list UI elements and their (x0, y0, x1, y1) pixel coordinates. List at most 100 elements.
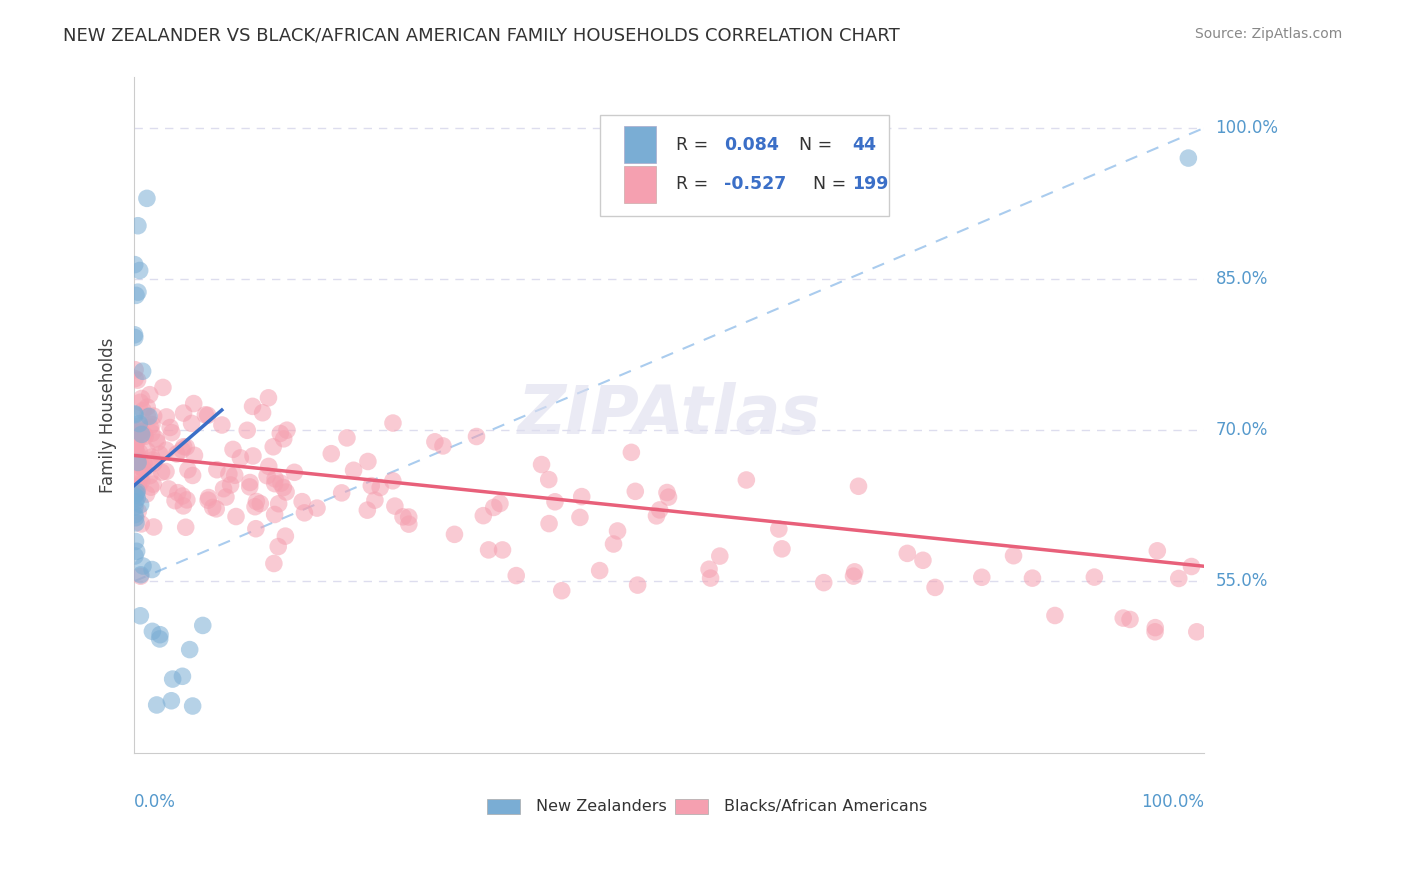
Point (124, 446, 146, 460)
Point (911, 553, 934, 567)
Point (245, 522, 267, 536)
Point (134, 457, 156, 471)
Text: 100.0%: 100.0% (1142, 793, 1205, 811)
Point (813, 575, 835, 590)
Point (626, 578, 648, 592)
Point (124, 408, 146, 422)
Point (276, 423, 298, 437)
Point (127, 423, 149, 437)
Point (211, 417, 233, 432)
Point (709, 549, 731, 563)
Point (124, 440, 146, 454)
Point (141, 450, 163, 464)
Point (173, 440, 195, 454)
Point (155, 409, 177, 424)
Point (138, 387, 160, 401)
Point (398, 517, 420, 532)
Point (305, 501, 328, 516)
Point (129, 498, 152, 512)
Point (138, 409, 160, 424)
Point (145, 432, 167, 446)
Point (129, 516, 152, 531)
Point (970, 570, 993, 584)
Point (166, 447, 188, 461)
Point (896, 546, 918, 560)
Text: New Zealanders: New Zealanders (536, 798, 666, 814)
Y-axis label: Family Households: Family Households (100, 337, 117, 492)
Text: 85.0%: 85.0% (1216, 270, 1268, 288)
Point (212, 482, 235, 496)
Point (1083, 570, 1105, 584)
Point (364, 493, 387, 508)
FancyBboxPatch shape (624, 166, 657, 203)
Point (249, 497, 271, 511)
Text: N =: N = (801, 176, 852, 194)
Point (465, 429, 488, 443)
Point (124, 549, 146, 563)
Point (273, 481, 295, 495)
Point (423, 434, 446, 449)
Point (125, 288, 148, 302)
Text: Blacks/African Americans: Blacks/African Americans (724, 798, 927, 814)
Point (127, 455, 149, 469)
Text: ZIPAtlas: ZIPAtlas (517, 382, 821, 448)
Point (645, 508, 668, 523)
Point (128, 417, 150, 431)
Text: Source: ZipAtlas.com: Source: ZipAtlas.com (1195, 27, 1343, 41)
Point (392, 509, 415, 524)
Point (267, 497, 290, 511)
Point (224, 468, 246, 483)
Point (1180, 559, 1202, 574)
Point (124, 489, 146, 503)
Point (197, 491, 219, 505)
Point (263, 508, 285, 522)
Point (162, 672, 184, 686)
Point (245, 494, 267, 508)
Point (225, 509, 247, 524)
Point (124, 407, 146, 421)
Point (443, 527, 465, 541)
Text: 44: 44 (852, 136, 876, 153)
Point (589, 564, 612, 578)
Point (124, 495, 146, 509)
Point (1112, 611, 1135, 625)
Point (336, 431, 359, 445)
Point (159, 420, 181, 434)
Point (384, 499, 406, 513)
Point (262, 440, 284, 454)
Point (342, 463, 364, 477)
Point (770, 541, 793, 556)
Point (170, 442, 193, 457)
Point (149, 632, 172, 646)
Point (242, 449, 264, 463)
Point (274, 485, 297, 500)
Point (150, 465, 173, 479)
Point (263, 557, 285, 571)
Point (124, 510, 146, 524)
Point (125, 472, 148, 486)
Point (160, 425, 183, 440)
Point (239, 475, 262, 490)
Point (132, 462, 155, 476)
Point (194, 408, 217, 422)
Point (273, 432, 295, 446)
Point (1021, 571, 1043, 585)
Point (142, 520, 165, 534)
Point (381, 416, 404, 430)
Text: NEW ZEALANDER VS BLACK/AFRICAN AMERICAN FAMILY HOUSEHOLDS CORRELATION CHART: NEW ZEALANDER VS BLACK/AFRICAN AMERICAN … (63, 27, 900, 45)
FancyBboxPatch shape (599, 114, 889, 216)
FancyBboxPatch shape (675, 798, 707, 814)
Point (551, 583, 574, 598)
Point (181, 699, 204, 714)
Text: 70.0%: 70.0% (1216, 421, 1268, 439)
Point (768, 522, 790, 536)
Point (129, 567, 152, 582)
Point (263, 476, 285, 491)
Point (149, 447, 172, 461)
Point (131, 392, 153, 406)
Point (129, 569, 152, 583)
Point (125, 544, 148, 558)
Point (179, 642, 201, 657)
Point (127, 477, 149, 491)
Text: 199: 199 (852, 176, 889, 194)
